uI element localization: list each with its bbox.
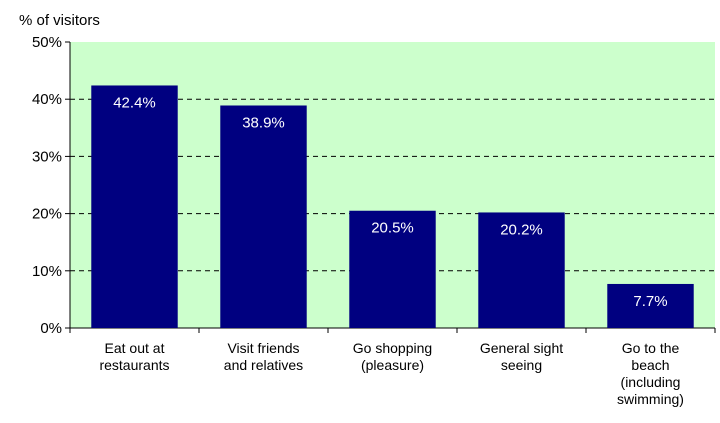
category-label-line: General sight <box>480 340 563 356</box>
category-label: General sight seeing <box>480 340 563 373</box>
data-label: 38.9% <box>242 114 285 131</box>
data-label: 20.2% <box>500 221 543 238</box>
category-label: Go to the beach (including swimming) <box>617 340 684 407</box>
y-tick-label: 50% <box>32 34 62 51</box>
y-tick-label: 40% <box>32 91 62 108</box>
bar <box>349 210 436 328</box>
category-label-line: and relatives <box>224 357 303 373</box>
category-label-line: Visit friends <box>227 340 299 356</box>
data-labels: 42.4% 38.9% 20.5% 20.2% 7.7% <box>113 94 667 309</box>
category-label-line: (pleasure) <box>361 357 424 373</box>
bar <box>91 85 178 328</box>
x-axis-categories: Eat out at restaurants Visit friends and re… <box>69 328 716 407</box>
bars <box>91 85 694 328</box>
bar <box>607 283 694 328</box>
data-label: 7.7% <box>633 293 667 310</box>
bar <box>478 212 565 328</box>
category-label-line: swimming) <box>617 391 684 407</box>
y-tick-label: 0% <box>40 320 62 337</box>
category-label-line: (including <box>621 374 681 390</box>
data-label: 42.4% <box>113 94 156 111</box>
bar <box>220 105 307 328</box>
category-label: Visit friends and relatives <box>224 340 303 373</box>
y-tick-label: 20% <box>32 206 62 223</box>
category-label: Go shopping (pleasure) <box>353 340 432 373</box>
y-axis-label: % of visitors <box>19 12 100 29</box>
category-label: Eat out at restaurants <box>99 340 169 373</box>
category-label-line: beach <box>631 357 669 373</box>
y-tick-label: 10% <box>32 263 62 280</box>
category-label-line: Go to the <box>622 340 680 356</box>
category-label-line: seeing <box>501 357 542 373</box>
data-label: 20.5% <box>371 220 414 237</box>
category-label-line: restaurants <box>99 357 169 373</box>
y-axis-ticks: 0% 10% 20% 30% 40% 50% <box>32 34 70 337</box>
y-tick-label: 30% <box>32 148 62 165</box>
category-label-line: Go shopping <box>353 340 432 356</box>
category-label-line: Eat out at <box>105 340 165 356</box>
